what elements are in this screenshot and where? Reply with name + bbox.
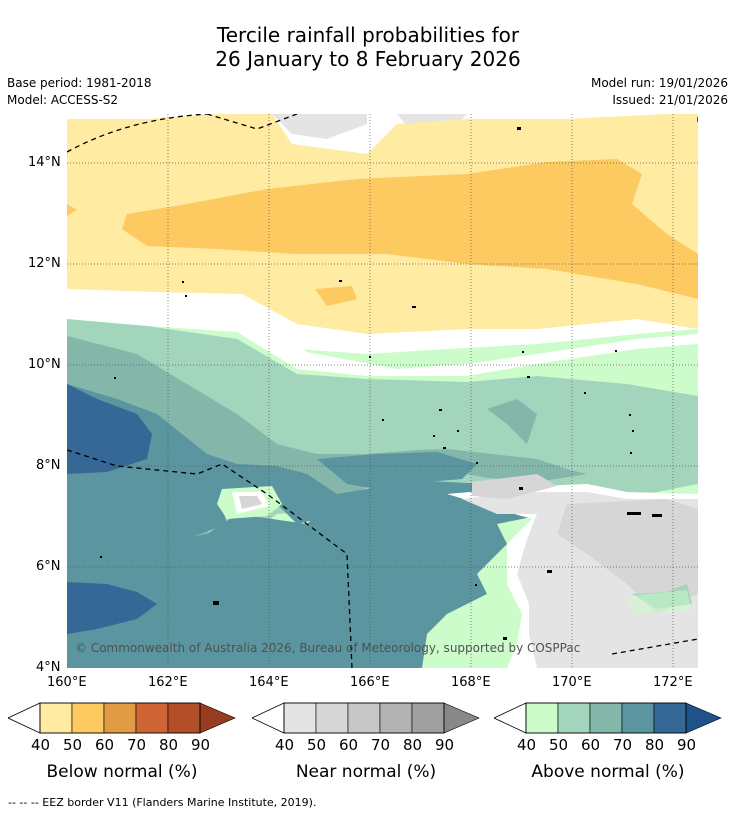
legend-below-tick-40: 40 <box>31 736 51 754</box>
legend-below-swatch-1 <box>39 702 73 734</box>
legend-near-title: Near normal (%) <box>295 762 437 782</box>
lat-label-4n: 4°N <box>36 660 61 675</box>
legend-near-tick-60: 60 <box>339 736 359 754</box>
map-title-line2: 26 January to 8 February 2026 <box>215 47 521 71</box>
above-70-region-south <box>67 479 547 668</box>
legend-below-tick-80: 80 <box>159 736 179 754</box>
legend-below-swatch-2 <box>71 702 105 734</box>
eez-footnote: -- -- -- EEZ border V11 (Flanders Marine… <box>8 796 317 809</box>
below-50-edge <box>67 204 77 216</box>
legend-above-tick-40: 40 <box>517 736 537 754</box>
below-50-patch <box>315 286 357 306</box>
legend-near-swatch-2 <box>315 702 349 734</box>
legend-below-title: Below normal (%) <box>46 762 198 782</box>
legend-near-arrow-high <box>443 702 480 734</box>
lon-label-162e: 162°E <box>148 675 188 690</box>
lat-label-8n: 8°N <box>36 458 61 473</box>
legend-below-tick-90: 90 <box>191 736 211 754</box>
legend-above-swatch-3 <box>589 702 623 734</box>
lat-label-14n: 14°N <box>28 155 61 170</box>
lat-label-6n: 6°N <box>36 559 61 574</box>
legend-above-swatch-1 <box>525 702 559 734</box>
model-run-text: Model run: 19/01/2026 <box>590 76 728 90</box>
legend-below-tick-70: 70 <box>127 736 147 754</box>
lon-label-170e: 170°E <box>552 675 592 690</box>
legend-near-tick-40: 40 <box>275 736 295 754</box>
legend-near-arrow-low <box>251 702 285 734</box>
issued-text: Issued: 21/01/2026 <box>612 93 728 107</box>
legend-above-swatch-4 <box>621 702 655 734</box>
legend-below-swatch-4 <box>135 702 169 734</box>
legend-above-swatch-2 <box>557 702 591 734</box>
white-band-middle <box>67 299 698 376</box>
near-40-region-top <box>272 114 367 139</box>
legend-above-colorbar <box>493 702 722 734</box>
legend-near-tick-70: 70 <box>371 736 391 754</box>
above-80-region-north <box>67 384 152 474</box>
legend-above-tick-70: 70 <box>613 736 633 754</box>
legend-near-tick-50: 50 <box>307 736 327 754</box>
legend-below-swatch-5 <box>167 702 201 734</box>
lon-label-160e: 160°E <box>47 675 87 690</box>
legend-above-tick-80: 80 <box>645 736 665 754</box>
legend-below-tick-60: 60 <box>95 736 115 754</box>
graticule <box>67 114 698 668</box>
lat-label-10n: 10°N <box>28 357 61 372</box>
model-text: Model: ACCESS-S2 <box>7 93 119 107</box>
legend-near-swatch-5 <box>411 702 445 734</box>
rainfall-probability-map <box>67 114 698 668</box>
legend-near-tick-90: 90 <box>435 736 455 754</box>
legend-below-normal <box>7 702 236 736</box>
legend-below-swatch-3 <box>103 702 137 734</box>
legend-above-arrow-low <box>493 702 527 734</box>
lon-label-166e: 166°E <box>350 675 390 690</box>
legend-above-arrow-high <box>685 702 722 734</box>
legend-above-title: Above normal (%) <box>531 762 685 782</box>
legend-near-colorbar <box>251 702 480 734</box>
map-title-line1: Tercile rainfall probabilities for <box>216 23 520 47</box>
legend-below-tick-50: 50 <box>63 736 83 754</box>
near-50-patch-east <box>472 474 557 499</box>
above-40-patch-southeast <box>627 590 692 614</box>
above-70-region-b <box>67 474 227 554</box>
map-canvas <box>67 114 698 668</box>
legend-above-tick-90: 90 <box>677 736 697 754</box>
legend-below-arrow-low <box>7 702 41 734</box>
near-50-region-southeast <box>557 499 698 614</box>
legend-above-swatch-5 <box>653 702 687 734</box>
legend-above-tick-50: 50 <box>549 736 569 754</box>
lon-label-172e: 172°E <box>653 675 693 690</box>
legend-near-swatch-4 <box>379 702 413 734</box>
legend-above-normal <box>493 702 722 736</box>
legend-below-arrow-high <box>199 702 236 734</box>
above-80-region-south-top <box>67 582 157 634</box>
lat-label-12n: 12°N <box>28 256 61 271</box>
eez-border-lines <box>67 114 698 668</box>
above-60-patch <box>487 399 537 444</box>
islands <box>100 127 662 640</box>
legend-near-swatch-3 <box>347 702 381 734</box>
above-70-region-c <box>317 452 477 489</box>
near-50-patch <box>239 496 262 509</box>
lon-label-164e: 164°E <box>249 675 289 690</box>
copyright-text: © Commonwealth of Australia 2026, Bureau… <box>75 641 581 655</box>
base-period-text: Base period: 1981-2018 <box>7 76 152 90</box>
lon-label-168e: 168°E <box>451 675 491 690</box>
legend-above-tick-60: 60 <box>581 736 601 754</box>
legend-below-colorbar <box>7 702 236 734</box>
legend-near-swatch-1 <box>283 702 317 734</box>
legend-near-tick-80: 80 <box>403 736 423 754</box>
legend-near-normal <box>251 702 480 736</box>
